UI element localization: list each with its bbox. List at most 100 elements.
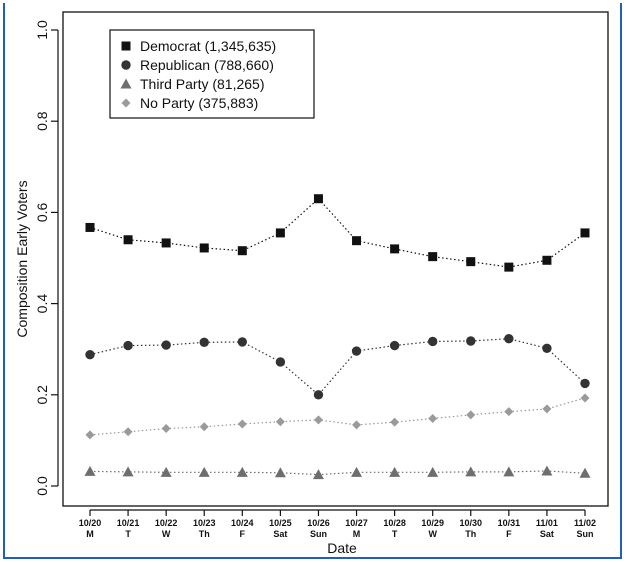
x-tick-date: 10/25	[269, 518, 292, 528]
data-point	[351, 346, 362, 356]
series-group	[84, 194, 591, 480]
data-point	[504, 334, 514, 344]
data-point	[313, 194, 323, 204]
data-point	[198, 466, 210, 477]
data-point	[236, 466, 248, 477]
x-tick-day: Sun	[310, 529, 327, 539]
x-tick-date: 10/24	[231, 518, 254, 528]
y-axis: 0.0 0.2 0.4 0.6 0.8 1.0	[34, 20, 59, 496]
data-point	[123, 340, 133, 351]
data-point	[237, 246, 247, 256]
y-tick-label: 0.2	[34, 385, 50, 405]
data-point	[313, 415, 323, 425]
data-point	[390, 244, 400, 254]
x-tick-day: T	[125, 529, 131, 539]
data-point	[352, 236, 362, 246]
y-axis-title: Composition Early Voters	[14, 180, 30, 337]
x-tick-date: 10/27	[345, 518, 368, 528]
data-point	[161, 340, 171, 350]
x-tick-date: 11/02	[574, 518, 596, 528]
data-point	[160, 466, 172, 477]
x-tick-date: 10/26	[307, 518, 330, 528]
series-line	[89, 470, 586, 476]
x-tick-date: 10/22	[155, 518, 178, 528]
legend-marker	[120, 78, 132, 89]
data-point	[313, 390, 324, 400]
legend-label: Republican (788,660)	[140, 57, 274, 73]
data-point	[542, 343, 552, 353]
legend-box	[109, 29, 315, 119]
x-tick-day: W	[162, 529, 171, 539]
data-point	[123, 427, 133, 437]
y-tick-label: 0.4	[34, 294, 50, 314]
series-line	[89, 197, 586, 268]
data-point	[351, 466, 363, 477]
x-tick-date: 10/28	[383, 518, 406, 528]
data-point	[122, 466, 134, 477]
y-tick-label: 0.8	[34, 111, 50, 131]
data-point	[85, 430, 95, 440]
data-point	[237, 337, 248, 347]
x-axis-title: Date	[327, 540, 357, 556]
data-point	[580, 393, 590, 403]
data-point	[352, 420, 362, 430]
x-tick-date: 10/29	[421, 518, 444, 528]
data-point	[428, 414, 438, 424]
data-point	[542, 255, 552, 265]
x-tick-date: 10/31	[498, 518, 521, 528]
data-point	[199, 422, 209, 432]
data-point	[84, 465, 96, 476]
x-tick-day: M	[86, 529, 94, 539]
data-point	[580, 378, 590, 389]
data-point	[389, 340, 400, 351]
x-axis: 10/20M10/21T10/22W10/23Th10/24F10/25Sat1…	[79, 509, 596, 539]
plot-area-border	[62, 11, 609, 507]
y-tick-label: 0.6	[34, 202, 50, 222]
data-point	[85, 222, 95, 232]
data-point	[161, 424, 171, 434]
series-square	[85, 194, 590, 272]
data-point	[274, 467, 286, 478]
data-point	[542, 404, 552, 414]
data-point	[579, 467, 591, 478]
y-tick-label: 0.0	[34, 476, 50, 496]
x-tick-day: Sun	[577, 529, 594, 539]
data-point	[275, 357, 286, 367]
series-line	[89, 397, 586, 436]
data-point	[275, 228, 285, 238]
x-tick-day: Sat	[273, 529, 287, 539]
x-tick-date: 10/20	[79, 518, 102, 528]
x-tick-day: F	[506, 529, 512, 539]
data-point	[466, 257, 476, 267]
data-point	[504, 407, 514, 417]
data-point	[199, 337, 209, 348]
data-point	[312, 469, 324, 480]
data-point	[427, 336, 438, 347]
data-point	[503, 466, 515, 477]
data-point	[390, 417, 400, 427]
x-tick-date: 11/01	[536, 518, 558, 528]
data-point	[466, 336, 476, 346]
legend-marker	[121, 98, 131, 108]
series-circle	[85, 334, 590, 400]
legend-label: Third Party (81,265)	[140, 76, 265, 92]
x-tick-day: M	[353, 529, 361, 539]
data-point	[85, 349, 95, 360]
data-point	[541, 465, 553, 476]
figure-frame	[3, 3, 622, 559]
data-point	[199, 243, 209, 253]
legend-label: Democrat (1,345,635)	[140, 38, 276, 54]
data-point	[504, 262, 514, 272]
x-tick-day: T	[392, 529, 398, 539]
x-tick-date: 10/30	[460, 518, 483, 528]
legend-label: No Party (375,883)	[140, 95, 258, 111]
data-point	[466, 410, 476, 420]
y-tick-label: 1.0	[34, 20, 50, 40]
data-point	[275, 417, 285, 427]
x-tick-date: 10/21	[117, 518, 140, 528]
data-point	[427, 466, 439, 477]
data-point	[580, 228, 590, 238]
legend-marker	[121, 60, 131, 70]
x-tick-day: Th	[199, 529, 210, 539]
